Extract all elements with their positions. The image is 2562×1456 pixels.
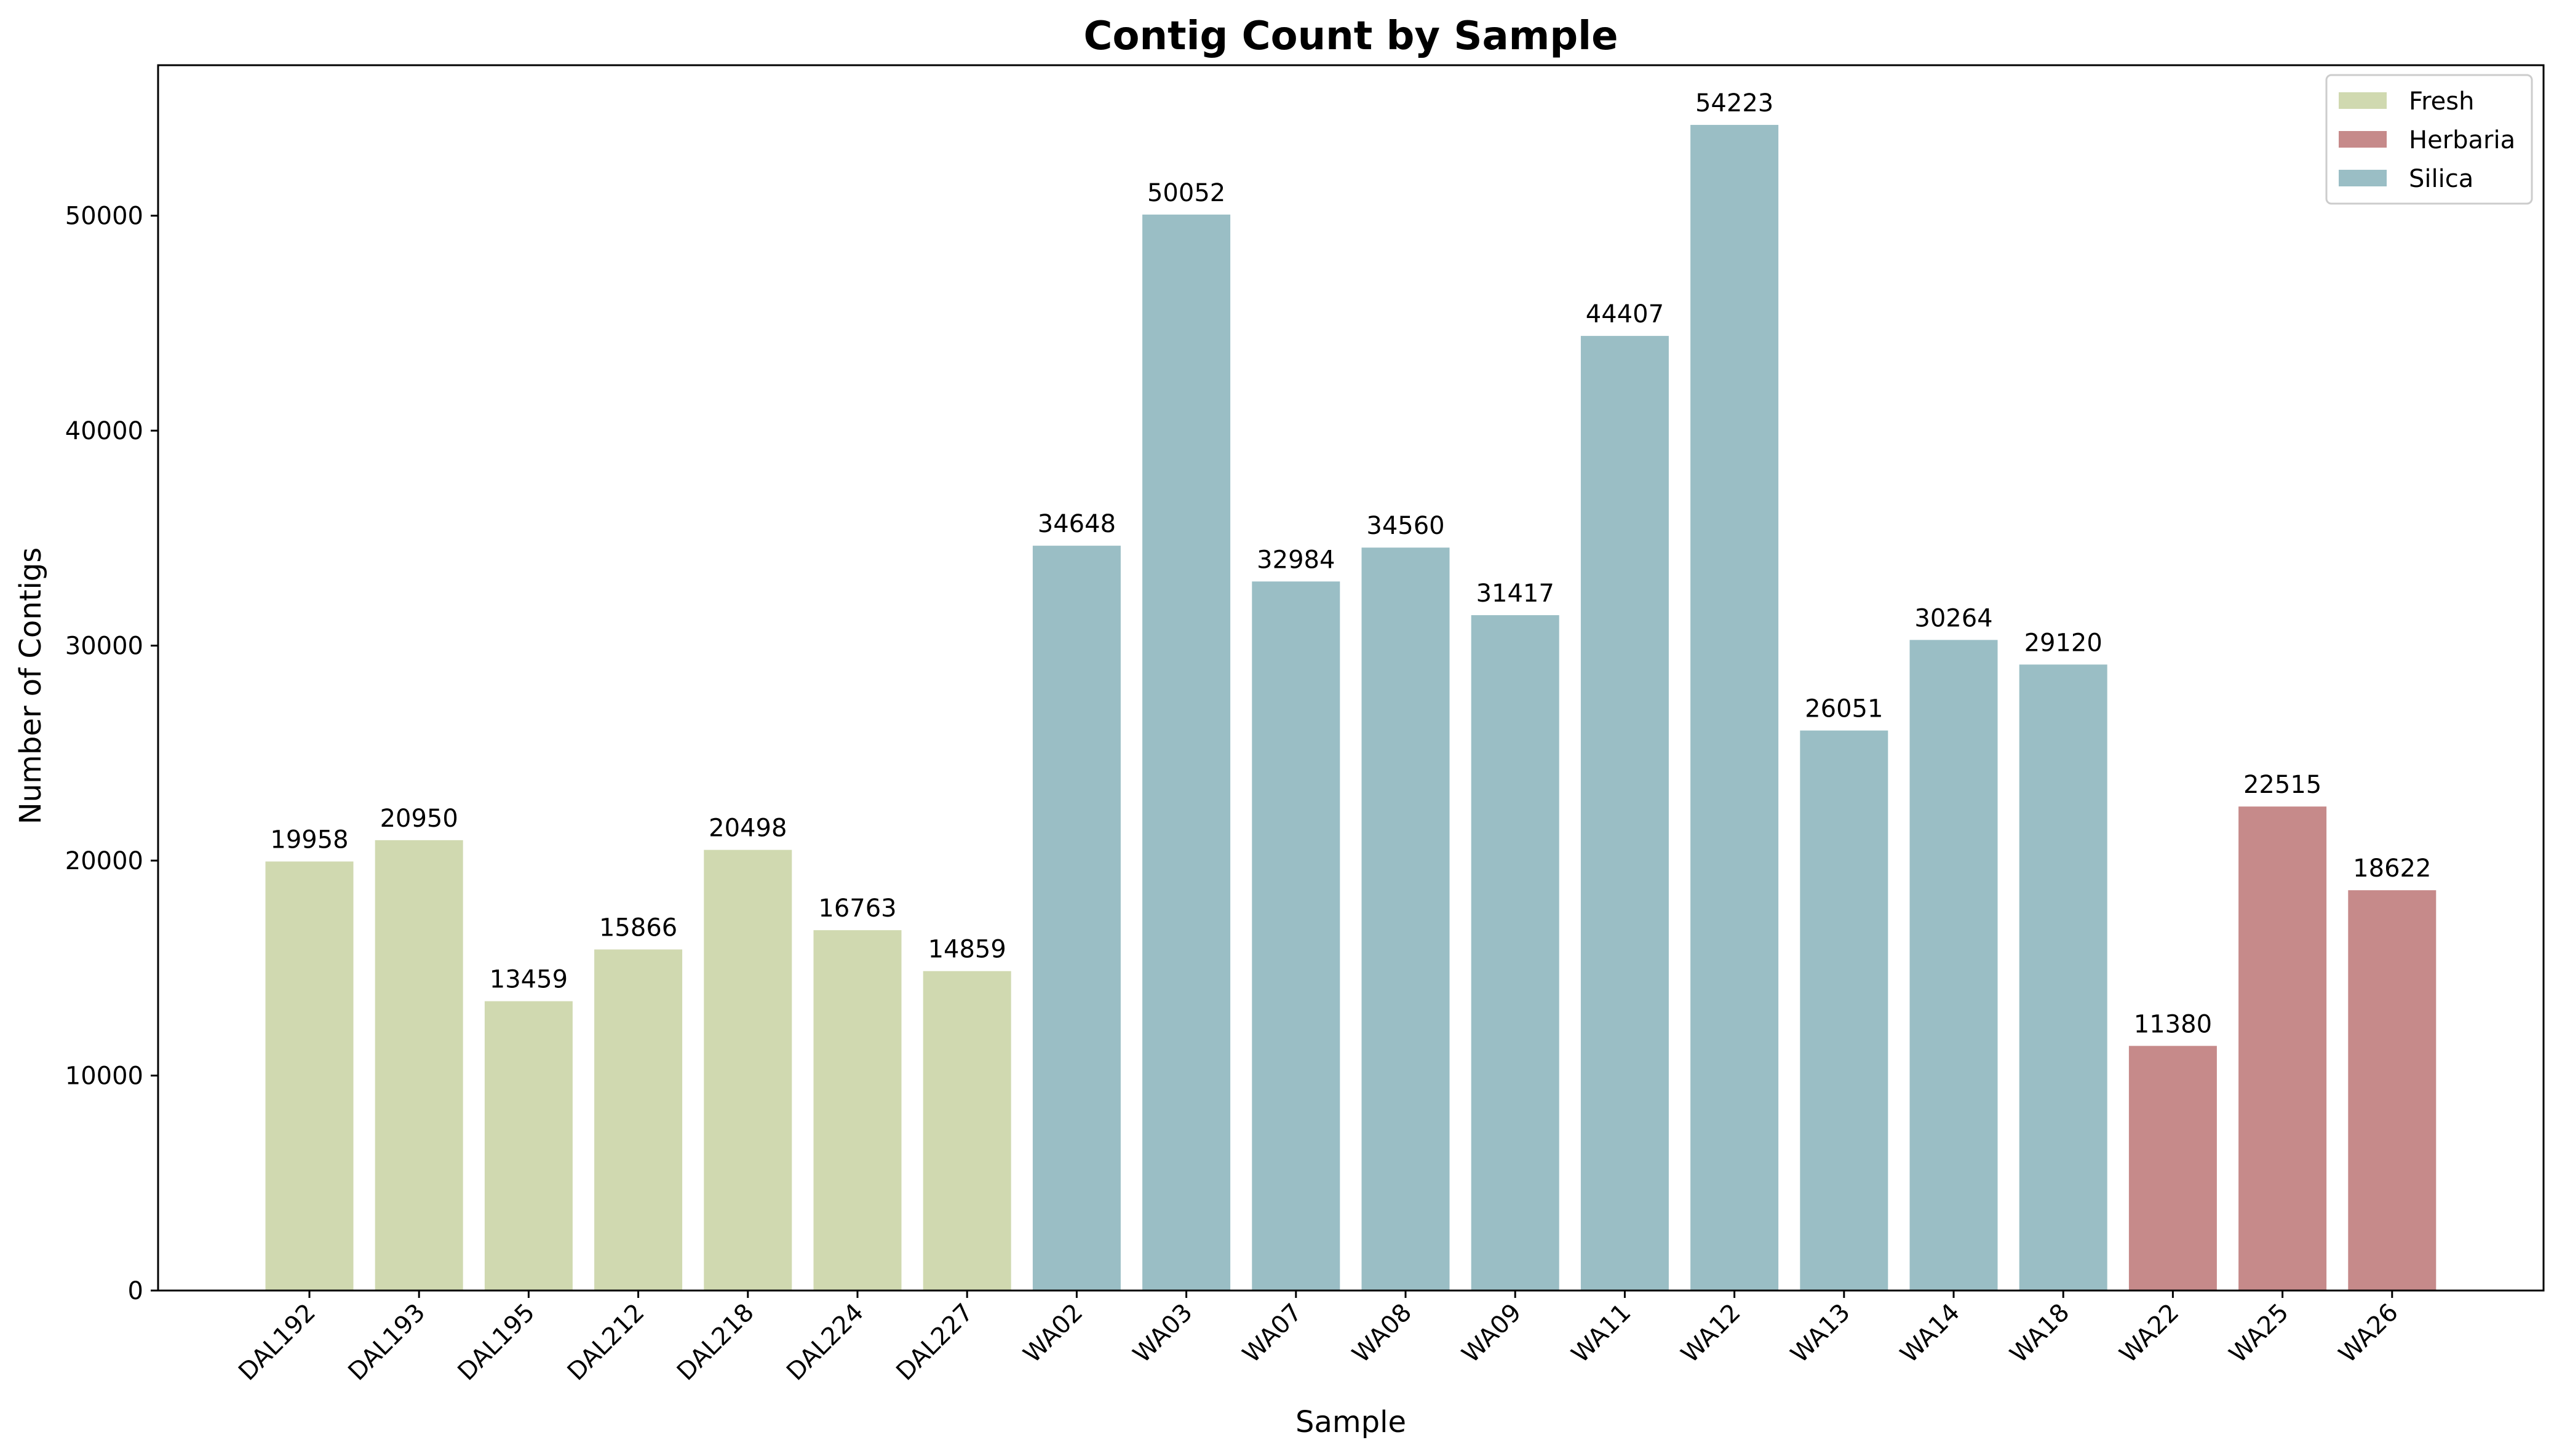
bar-wa02 [1032, 546, 1121, 1291]
y-axis: 0 10000 20000 30000 40000 50000 [65, 202, 158, 1305]
y-tick-label-10000: 10000 [65, 1062, 143, 1091]
data-label-dal192: 19958 [270, 826, 348, 854]
bar-dal212 [594, 949, 683, 1291]
data-label-wa25: 22515 [2243, 771, 2321, 799]
bar-wa26 [2348, 890, 2437, 1291]
bar-dal195 [484, 1001, 573, 1291]
legend-swatch-fresh [2339, 92, 2387, 109]
bar-wa07 [1252, 581, 1340, 1291]
data-label-wa18: 29120 [2024, 629, 2103, 657]
legend-swatch-herbaria [2339, 131, 2387, 148]
bar-dal193 [375, 840, 463, 1291]
bar-dal192 [265, 861, 354, 1291]
bar-dal227 [923, 971, 1011, 1291]
data-label-dal193: 20950 [380, 805, 458, 833]
plot-frame [157, 64, 2545, 1292]
y-tick-label-50000: 50000 [65, 202, 143, 231]
bars-layer [265, 125, 2437, 1291]
data-label-wa14: 30264 [1914, 604, 1992, 632]
data-label-wa11: 44407 [1586, 300, 1664, 328]
bar-dal224 [813, 930, 902, 1291]
bar-wa22 [2128, 1046, 2217, 1291]
legend-label-herbaria: Herbaria [2409, 126, 2515, 154]
bar-wa25 [2238, 806, 2327, 1291]
y-tick-label-0: 0 [128, 1277, 143, 1305]
bar-wa11 [1580, 336, 1669, 1291]
legend-label-silica: Silica [2409, 165, 2473, 193]
data-label-wa26: 18622 [2353, 854, 2431, 883]
data-label-dal218: 20498 [709, 814, 787, 843]
bar-wa13 [1800, 730, 1888, 1291]
bar-wa09 [1471, 615, 1559, 1291]
bar-wa18 [2019, 664, 2107, 1291]
data-label-wa03: 50052 [1147, 179, 1225, 207]
bar-wa03 [1142, 214, 1231, 1291]
data-labels-layer: 19958 20950 13459 15866 20498 16763 14859 34648… [270, 89, 2431, 1038]
data-label-wa09: 31417 [1476, 579, 1554, 608]
data-label-wa22: 11380 [2134, 1010, 2212, 1038]
legend-label-fresh: Fresh [2409, 87, 2474, 116]
data-label-dal195: 13459 [490, 966, 568, 994]
data-label-wa08: 34560 [1366, 512, 1444, 540]
chart-title: Contig Count by Sample [1084, 14, 1618, 59]
legend-swatch-silica [2339, 170, 2387, 186]
data-label-wa07: 32984 [1257, 546, 1335, 574]
bar-wa08 [1361, 547, 1450, 1291]
y-tick-label-40000: 40000 [65, 417, 143, 445]
y-tick-label-30000: 30000 [65, 632, 143, 661]
bar-wa12 [1690, 125, 1779, 1291]
legend: Fresh Herbaria Silica [2325, 74, 2533, 205]
x-axis-label: Sample [1295, 1405, 1406, 1439]
data-label-dal212: 15866 [599, 914, 677, 942]
bar-dal218 [704, 849, 792, 1291]
data-label-dal227: 14859 [928, 936, 1006, 964]
y-axis-label: Number of Contigs [14, 547, 48, 825]
bar-wa14 [1909, 640, 1998, 1291]
data-label-dal224: 16763 [818, 894, 896, 923]
y-tick-label-20000: 20000 [65, 847, 143, 875]
data-label-wa02: 34648 [1038, 510, 1116, 538]
data-label-wa12: 54223 [1695, 89, 1773, 117]
data-label-wa13: 26051 [1805, 695, 1883, 723]
